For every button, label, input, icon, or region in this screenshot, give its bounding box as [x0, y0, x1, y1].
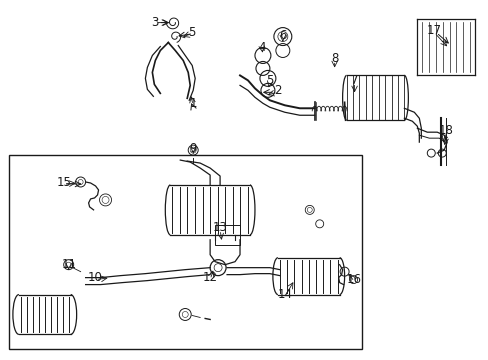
Text: 18: 18	[438, 124, 453, 137]
Text: 17: 17	[426, 24, 441, 37]
Text: 13: 13	[212, 221, 227, 234]
Text: 3: 3	[151, 16, 159, 29]
Text: 8: 8	[330, 52, 338, 65]
Text: 10: 10	[88, 271, 103, 284]
Text: 6: 6	[279, 29, 286, 42]
Text: 9: 9	[189, 141, 197, 155]
Text: 2: 2	[274, 84, 281, 97]
Text: 11: 11	[61, 258, 76, 271]
Text: 14: 14	[277, 288, 292, 301]
Text: 16: 16	[346, 273, 361, 286]
Bar	[9, 155, 361, 349]
Text: 4: 4	[258, 41, 265, 54]
Text: 5: 5	[265, 74, 273, 87]
Bar	[215, 225, 240, 245]
Text: 1: 1	[189, 97, 197, 110]
Text: 12: 12	[202, 271, 217, 284]
Text: 15: 15	[56, 176, 71, 189]
Text: 5: 5	[188, 26, 196, 39]
Text: 7: 7	[350, 74, 358, 87]
